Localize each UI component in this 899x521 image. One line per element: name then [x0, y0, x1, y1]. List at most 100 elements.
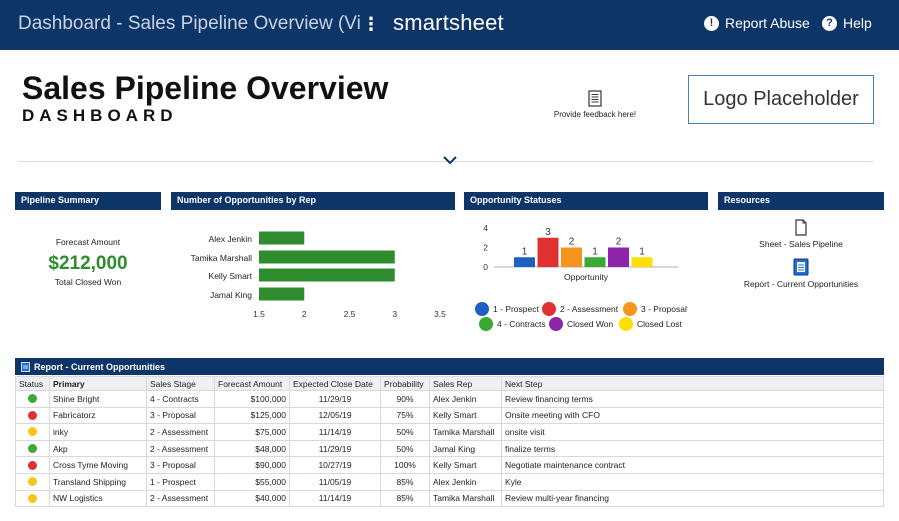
- primary-cell[interactable]: Transland Shipping: [49, 472, 147, 491]
- probability-cell[interactable]: 75%: [380, 406, 430, 425]
- status-cell[interactable]: [15, 489, 50, 508]
- probability-cell[interactable]: 50%: [380, 423, 430, 441]
- column-header-probability[interactable]: Probability: [380, 376, 430, 391]
- close-date-cell[interactable]: 11/14/19: [289, 423, 381, 441]
- probability-cell[interactable]: 90%: [380, 390, 430, 408]
- sales-stage-cell[interactable]: 4 - Contracts: [146, 390, 215, 408]
- status-cell[interactable]: [15, 423, 50, 441]
- status-data-label: 1: [592, 246, 598, 257]
- primary-cell[interactable]: inky: [49, 423, 147, 441]
- table-row[interactable]: Akp 2 - Assessment $48,000 11/29/19 50% Jamal…: [15, 439, 884, 458]
- rep-label: Tamika Marshall: [191, 253, 253, 263]
- status-cell[interactable]: [15, 472, 50, 491]
- close-date-cell[interactable]: 12/05/19: [289, 406, 381, 425]
- status-dot-icon: [28, 460, 37, 470]
- column-header-close-date[interactable]: Expected Close Date: [289, 376, 381, 391]
- primary-cell[interactable]: Akp: [49, 439, 147, 458]
- close-date-cell[interactable]: 11/29/19: [289, 439, 381, 458]
- probability-cell[interactable]: 100%: [380, 456, 430, 474]
- primary-cell[interactable]: Fabricatorz: [49, 406, 147, 425]
- report-abuse-button[interactable]: ! Report Abuse: [704, 15, 810, 31]
- close-date-cell[interactable]: 10/27/19: [289, 456, 381, 474]
- legend-item: 3 - Proposal: [623, 302, 687, 316]
- legend-swatch: [549, 317, 563, 331]
- more-options-icon[interactable]: ⋮: [362, 14, 380, 34]
- table-row[interactable]: Fabricatorz 3 - Proposal $125,000 12/05/19 7…: [15, 406, 884, 425]
- probability-cell[interactable]: 85%: [380, 472, 430, 491]
- table-row[interactable]: inky 2 - Assessment $75,000 11/14/19 50% Tami…: [15, 423, 884, 441]
- next-step-cell[interactable]: Review multi-year financing: [501, 489, 884, 508]
- sales-stage-cell[interactable]: 3 - Proposal: [146, 456, 215, 474]
- sales-rep-cell[interactable]: Tamika Marshall: [429, 489, 502, 508]
- forecast-amount-cell[interactable]: $75,000: [214, 423, 290, 441]
- close-date-cell[interactable]: 11/29/19: [289, 390, 381, 408]
- resource-sheet-label: Sheet - Sales Pipeline: [759, 239, 843, 249]
- legend-swatch: [623, 302, 637, 316]
- status-dot-icon: [28, 493, 37, 503]
- sales-rep-cell[interactable]: Alex Jenkin: [429, 390, 502, 408]
- next-step-cell[interactable]: Onsite meeting with CFO: [501, 406, 884, 425]
- probability-cell[interactable]: 50%: [380, 439, 430, 458]
- status-cell[interactable]: [15, 439, 50, 458]
- table-row[interactable]: NW Logistics 2 - Assessment $40,000 11/14/1…: [15, 489, 884, 508]
- statuses-header: Opportunity Statuses: [464, 192, 708, 210]
- table-row[interactable]: Transland Shipping 1 - Prospect $55,000 11/…: [15, 472, 884, 491]
- close-date-cell[interactable]: 11/05/19: [289, 472, 381, 491]
- report-header: Report - Current Opportunities: [15, 358, 884, 375]
- status-bar: [514, 257, 535, 267]
- legend-item: Closed Lost: [619, 317, 682, 331]
- probability-cell[interactable]: 85%: [380, 489, 430, 508]
- sales-rep-cell[interactable]: Alex Jenkin: [429, 472, 502, 491]
- forecast-amount-cell[interactable]: $90,000: [214, 456, 290, 474]
- forecast-amount-cell[interactable]: $125,000: [214, 406, 290, 425]
- logo-placeholder: Logo Placeholder: [688, 75, 874, 124]
- resource-report-link[interactable]: Report - Current Opportunities: [718, 258, 884, 289]
- legend-label: 3 - Proposal: [641, 304, 687, 314]
- column-header-status[interactable]: Status: [15, 376, 50, 391]
- forecast-amount-cell[interactable]: $48,000: [214, 439, 290, 458]
- legend-label: 4 - Contracts: [497, 319, 546, 329]
- next-step-cell[interactable]: finalize terms: [501, 439, 884, 458]
- rep-label: Kelly Smart: [209, 271, 253, 281]
- sales-stage-cell[interactable]: 3 - Proposal: [146, 406, 215, 425]
- table-row[interactable]: Shine Bright 4 - Contracts $100,000 11/29/1…: [15, 390, 884, 408]
- status-cell[interactable]: [15, 390, 50, 408]
- forecast-amount-cell[interactable]: $40,000: [214, 489, 290, 508]
- statuses-x-axis-label: Opportunity: [564, 272, 609, 282]
- column-header-primary[interactable]: Primary: [49, 376, 147, 391]
- column-header-next-step[interactable]: Next Step: [501, 376, 884, 391]
- forecast-amount-cell[interactable]: $100,000: [214, 390, 290, 408]
- next-step-cell[interactable]: Kyle: [501, 472, 884, 491]
- column-header-forecast-amount[interactable]: Forecast Amount: [214, 376, 290, 391]
- help-button[interactable]: ? Help: [822, 15, 872, 31]
- table-row[interactable]: Cross Tyme Moving 3 - Proposal $90,000 10/2…: [15, 456, 884, 474]
- status-cell[interactable]: [15, 406, 50, 425]
- close-date-cell[interactable]: 11/14/19: [289, 489, 381, 508]
- primary-cell[interactable]: NW Logistics: [49, 489, 147, 508]
- status-data-label: 3: [545, 227, 551, 238]
- resource-sheet-link[interactable]: Sheet - Sales Pipeline: [718, 219, 884, 249]
- column-header-sales-rep[interactable]: Sales Rep: [429, 376, 502, 391]
- sales-rep-cell[interactable]: Jamal King: [429, 439, 502, 458]
- primary-cell[interactable]: Shine Bright: [49, 390, 147, 408]
- page-title: Sales Pipeline Overview: [22, 70, 389, 106]
- next-step-cell[interactable]: onsite visit: [501, 423, 884, 441]
- opps-by-rep-chart: Alex Jenkin Tamika Marshall Kelly Smart Jam…: [191, 231, 446, 319]
- primary-cell[interactable]: Cross Tyme Moving: [49, 456, 147, 474]
- sales-rep-cell[interactable]: Kelly Smart: [429, 456, 502, 474]
- column-header-sales-stage[interactable]: Sales Stage: [146, 376, 215, 391]
- sales-stage-cell[interactable]: 2 - Assessment: [146, 489, 215, 508]
- header-divider: [18, 161, 874, 162]
- sales-stage-cell[interactable]: 1 - Prospect: [146, 472, 215, 491]
- next-step-cell[interactable]: Negotiate maintenance contract: [501, 456, 884, 474]
- next-step-cell[interactable]: Review financing terms: [501, 390, 884, 408]
- chevron-down-icon[interactable]: [442, 154, 458, 166]
- sales-stage-cell[interactable]: 2 - Assessment: [146, 423, 215, 441]
- sales-rep-cell[interactable]: Tamika Marshall: [429, 423, 502, 441]
- forecast-amount-cell[interactable]: $55,000: [214, 472, 290, 491]
- sales-rep-cell[interactable]: Kelly Smart: [429, 406, 502, 425]
- sales-stage-cell[interactable]: 2 - Assessment: [146, 439, 215, 458]
- feedback-link[interactable]: Provide feedback here!: [545, 90, 645, 119]
- status-cell[interactable]: [15, 456, 50, 474]
- legend-swatch: [542, 302, 556, 316]
